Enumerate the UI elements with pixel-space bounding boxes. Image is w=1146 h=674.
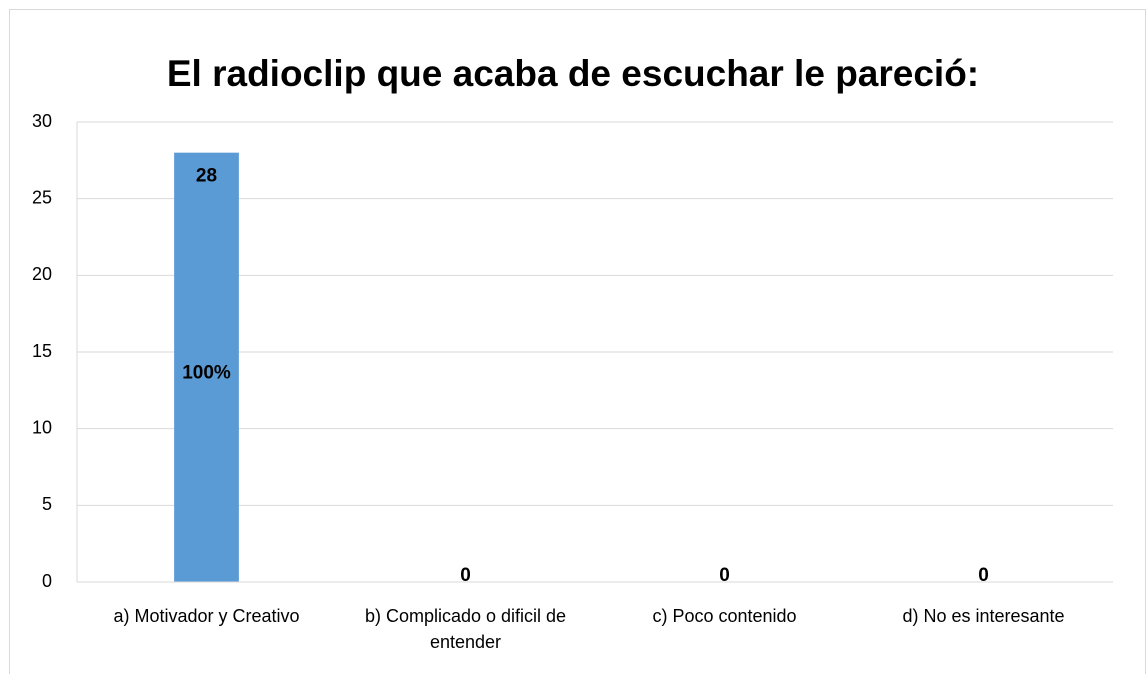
data-label: 28 (196, 166, 217, 187)
y-tick-label: 0 (42, 571, 52, 591)
bar (174, 152, 239, 582)
y-tick-label: 5 (42, 494, 52, 514)
y-tick-label: 20 (32, 264, 52, 284)
data-label: 0 (719, 565, 730, 586)
x-tick-label: c) Poco contenido (652, 606, 797, 626)
x-tick-label: a) Motivador y Creativo (113, 606, 300, 626)
data-label: 0 (978, 565, 989, 586)
data-label: 0 (460, 565, 471, 586)
annotation: 100% (182, 362, 231, 383)
y-tick-label: 25 (32, 187, 52, 207)
x-tick-label: b) Complicado o dificil de entender (364, 606, 567, 652)
y-tick-label: 15 (32, 341, 52, 361)
y-tick-label: 30 (32, 111, 52, 131)
chart-title: El radioclip que acaba de escuchar le pa… (167, 53, 979, 94)
y-tick-label: 10 (32, 417, 52, 437)
x-tick-label: d) No es interesante (902, 606, 1065, 626)
